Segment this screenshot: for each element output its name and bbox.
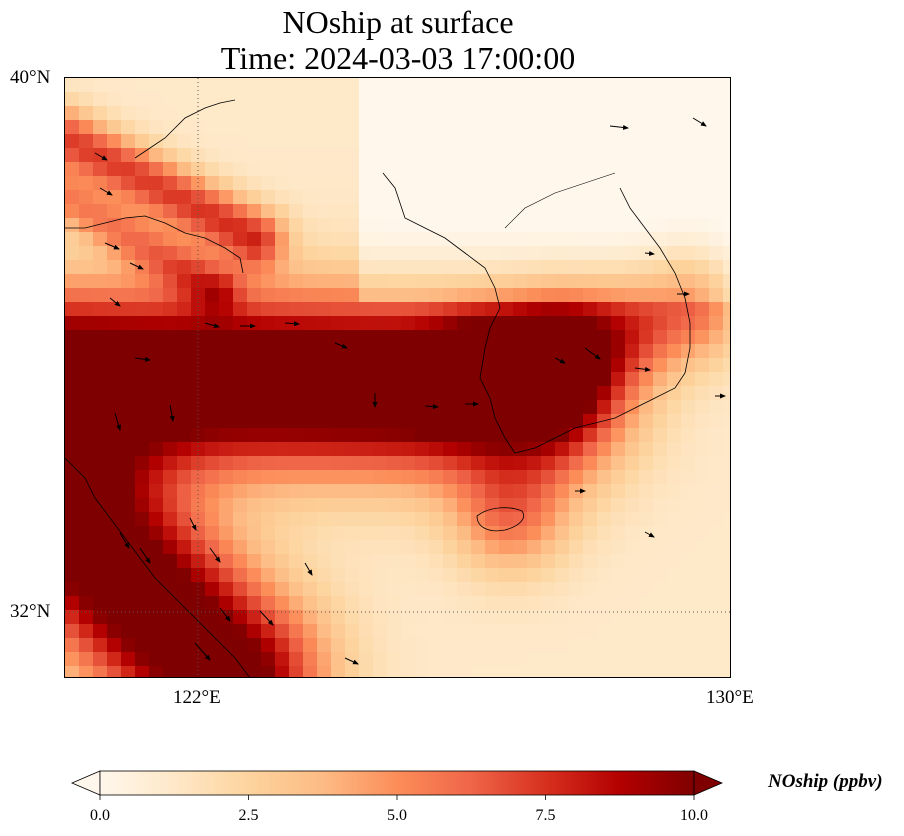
wind-arrow: [424, 404, 439, 410]
colorbar-extend-max: [693, 770, 724, 796]
korea-south-coastline: [514, 372, 686, 454]
lat-tick-40n: 40°N: [10, 67, 51, 88]
colorbar-extend-min: [70, 770, 101, 796]
colorbar-tick-label: 2.5: [238, 807, 259, 824]
wind-arrow: [169, 404, 175, 422]
map-panel: [64, 77, 731, 678]
map-title: NOship at surface: [282, 4, 514, 40]
colorbar-tick-label: 7.5: [535, 807, 556, 824]
wind-arrow: [129, 262, 144, 270]
wind-arrow: [209, 547, 221, 563]
wind-arrow: [344, 657, 359, 665]
wind-arrow: [134, 356, 151, 362]
wind-arrow: [139, 547, 151, 564]
wind-vectors: [94, 117, 726, 665]
wind-arrow: [634, 366, 651, 372]
wind-arrow: [194, 642, 211, 661]
wind-arrow: [189, 517, 197, 531]
lon-tick-122e: 122°E: [173, 687, 221, 708]
liaodong-coastline: [134, 99, 236, 159]
concentration-field: [65, 78, 730, 677]
wind-arrow: [109, 297, 121, 307]
wind-arrow: [114, 412, 121, 431]
china-coastline-south: [65, 457, 250, 677]
wind-arrow: [204, 322, 220, 329]
wind-arrow: [334, 342, 348, 349]
lat-tick-32n: 32°N: [10, 601, 51, 622]
china-coastline-north: [65, 215, 244, 274]
wind-arrow: [99, 187, 113, 196]
wind-arrow: [644, 531, 655, 538]
wind-arrow: [104, 242, 120, 250]
colorbar-body: [99, 770, 695, 796]
wind-arrow: [119, 532, 130, 549]
gridlines: [65, 78, 730, 677]
wind-arrow: [304, 562, 313, 576]
wind-arrow: [584, 347, 601, 360]
map-timestamp: Time: 2024-03-03 17:00:00: [220, 40, 576, 76]
concentration-map: [65, 78, 730, 677]
korea-dmz-border: [504, 172, 616, 229]
wind-arrow: [94, 152, 108, 161]
korea-east-coastline: [619, 187, 691, 374]
colorbar-tick-label: 5.0: [387, 807, 407, 824]
korea-west-coastline: [382, 172, 516, 454]
colorbar-tick-label: 0.0: [90, 807, 110, 824]
jeju-island: [476, 507, 524, 532]
wind-arrow: [692, 117, 707, 127]
colorbar-tick-label: 10.0: [680, 807, 708, 824]
wind-arrow: [284, 321, 300, 327]
wind-arrow: [259, 610, 274, 626]
wind-arrow: [554, 357, 566, 364]
wind-arrow: [219, 607, 231, 622]
lon-tick-130e: 130°E: [706, 687, 754, 708]
colorbar-label: NOship (ppbv): [768, 771, 883, 792]
coastlines: [65, 99, 691, 677]
wind-arrow: [644, 250, 655, 256]
colorbar: [70, 770, 724, 800]
wind-arrow: [609, 124, 629, 130]
